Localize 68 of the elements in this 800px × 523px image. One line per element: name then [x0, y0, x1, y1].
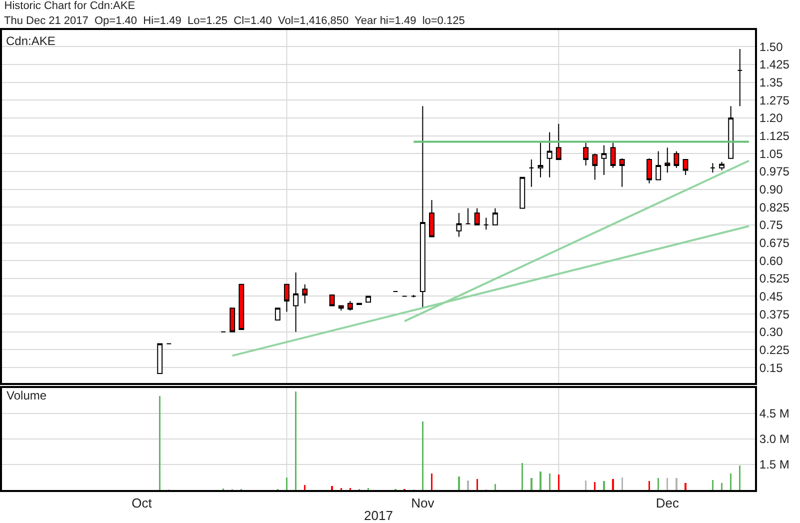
y-tick-label: 0.225 — [759, 342, 790, 357]
y-tick-label: 0.975 — [759, 164, 790, 179]
y-tick-label: 0.825 — [759, 200, 790, 214]
candlestick — [347, 300, 353, 311]
candlestick — [474, 208, 480, 226]
candlestick — [583, 142, 589, 166]
candlestick — [157, 343, 163, 374]
candlestick — [293, 272, 299, 332]
y-tick-label: 1.275 — [759, 93, 790, 108]
candlestick — [338, 305, 344, 311]
y-tick-label: 0.375 — [759, 307, 790, 322]
y-tick-label: 1.20 — [759, 111, 784, 126]
y-tick-label: 0.90 — [759, 182, 784, 196]
candlestick — [492, 208, 498, 226]
x-axis-title: 2017 — [364, 508, 393, 523]
x-tick-label: Nov — [411, 496, 435, 511]
candlestick — [520, 176, 526, 209]
y-tick-label: 0.75 — [759, 218, 784, 232]
candlestick — [274, 308, 280, 321]
candlestick — [429, 199, 434, 238]
chart-title: Volume — [6, 388, 47, 402]
candlestick — [728, 106, 734, 159]
candlestick — [656, 150, 662, 180]
candlestick — [737, 48, 743, 107]
candlestick — [619, 158, 625, 188]
annotation: Cdn:AKE — [6, 34, 56, 48]
y-tick-label: 0.60 — [759, 254, 784, 268]
candlestick — [710, 162, 716, 174]
candlestick — [284, 284, 290, 312]
y-tick-label: 0.30 — [759, 325, 784, 340]
y-tick-label: 1.05 — [759, 146, 784, 161]
candlestick — [420, 106, 426, 309]
candlestick — [719, 161, 724, 171]
candlestick — [546, 132, 552, 178]
x-tick-label: Dec — [656, 496, 680, 511]
candlestick — [538, 142, 544, 178]
y-tick-label: 0.15 — [759, 360, 784, 375]
y-tick-label: 4.5 M — [759, 406, 790, 421]
candlestick — [528, 159, 534, 188]
y-tick-label: 1.35 — [759, 76, 784, 90]
candlestick — [664, 147, 670, 174]
candlestick — [465, 208, 471, 224]
candlestick — [302, 284, 308, 304]
candlestick — [410, 294, 416, 298]
x-tick-label: Oct — [132, 496, 152, 511]
candlestick — [610, 142, 616, 168]
chart-title: Historic Chart for Cdn:AKE — [4, 0, 136, 12]
y-tick-label: 1.425 — [759, 58, 790, 72]
candlestick — [601, 144, 607, 176]
candlestick — [646, 158, 652, 184]
y-tick-label: 1.50 — [759, 40, 784, 54]
y-tick-label: 0.525 — [759, 272, 790, 286]
candlestick — [483, 217, 489, 230]
candlestick — [682, 159, 688, 176]
y-tick-label: 0.675 — [759, 236, 790, 250]
candlestick — [238, 284, 244, 330]
candlestick — [329, 294, 335, 306]
candlestick — [556, 123, 562, 160]
candlestick — [456, 212, 462, 238]
candlestick — [230, 308, 236, 332]
candlestick — [592, 153, 598, 180]
candlestick — [366, 296, 372, 303]
y-tick-label: 0.45 — [759, 289, 784, 304]
chart-subtitle: Thu Dec 21 2017 Op=1.40 Hi=1.49 Lo=1.25 Cl=1.40 Vol=1,416,850 Year hi=1.49 lo=0.125 — [4, 15, 465, 27]
y-tick-label: 1.125 — [759, 128, 790, 143]
y-tick-label: 3.0 M — [759, 432, 790, 446]
candlestick — [674, 150, 680, 168]
y-tick-label: 1.5 M — [759, 458, 790, 472]
